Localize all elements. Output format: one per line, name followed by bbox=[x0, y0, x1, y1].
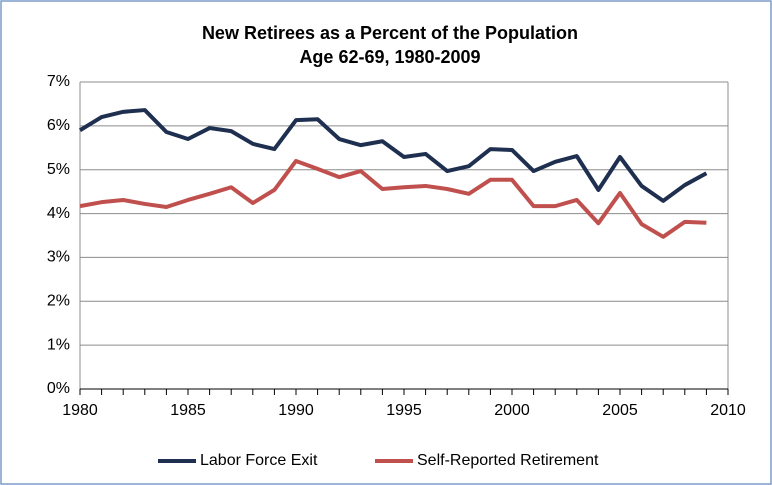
y-tick-label: 0% bbox=[47, 380, 70, 397]
series-line bbox=[79, 158, 707, 239]
x-tick-label: 1995 bbox=[386, 402, 422, 419]
series-line bbox=[78, 108, 708, 203]
x-tick-label: 1980 bbox=[62, 402, 98, 419]
y-tick-label: 6% bbox=[47, 117, 70, 134]
x-tick-label: 2010 bbox=[710, 402, 746, 419]
x-tick-label: 2005 bbox=[602, 402, 638, 419]
y-tick-label: 1% bbox=[47, 336, 70, 353]
x-tick-label: 2000 bbox=[494, 402, 530, 419]
y-tick-label: 7% bbox=[47, 73, 70, 90]
x-tick-label: 1985 bbox=[170, 402, 206, 419]
y-tick-label: 5% bbox=[47, 161, 70, 178]
chart-subtitle: Age 62-69, 1980-2009 bbox=[299, 47, 480, 67]
y-tick-label: 2% bbox=[47, 293, 70, 310]
x-tick-label: 1990 bbox=[278, 402, 314, 419]
legend-label: Self-Reported Retirement bbox=[417, 452, 599, 469]
y-tick-label: 3% bbox=[47, 249, 70, 266]
y-tick-label: 4% bbox=[47, 205, 70, 222]
legend-label: Labor Force Exit bbox=[200, 452, 318, 469]
chart-title: New Retirees as a Percent of the Populat… bbox=[202, 23, 578, 43]
